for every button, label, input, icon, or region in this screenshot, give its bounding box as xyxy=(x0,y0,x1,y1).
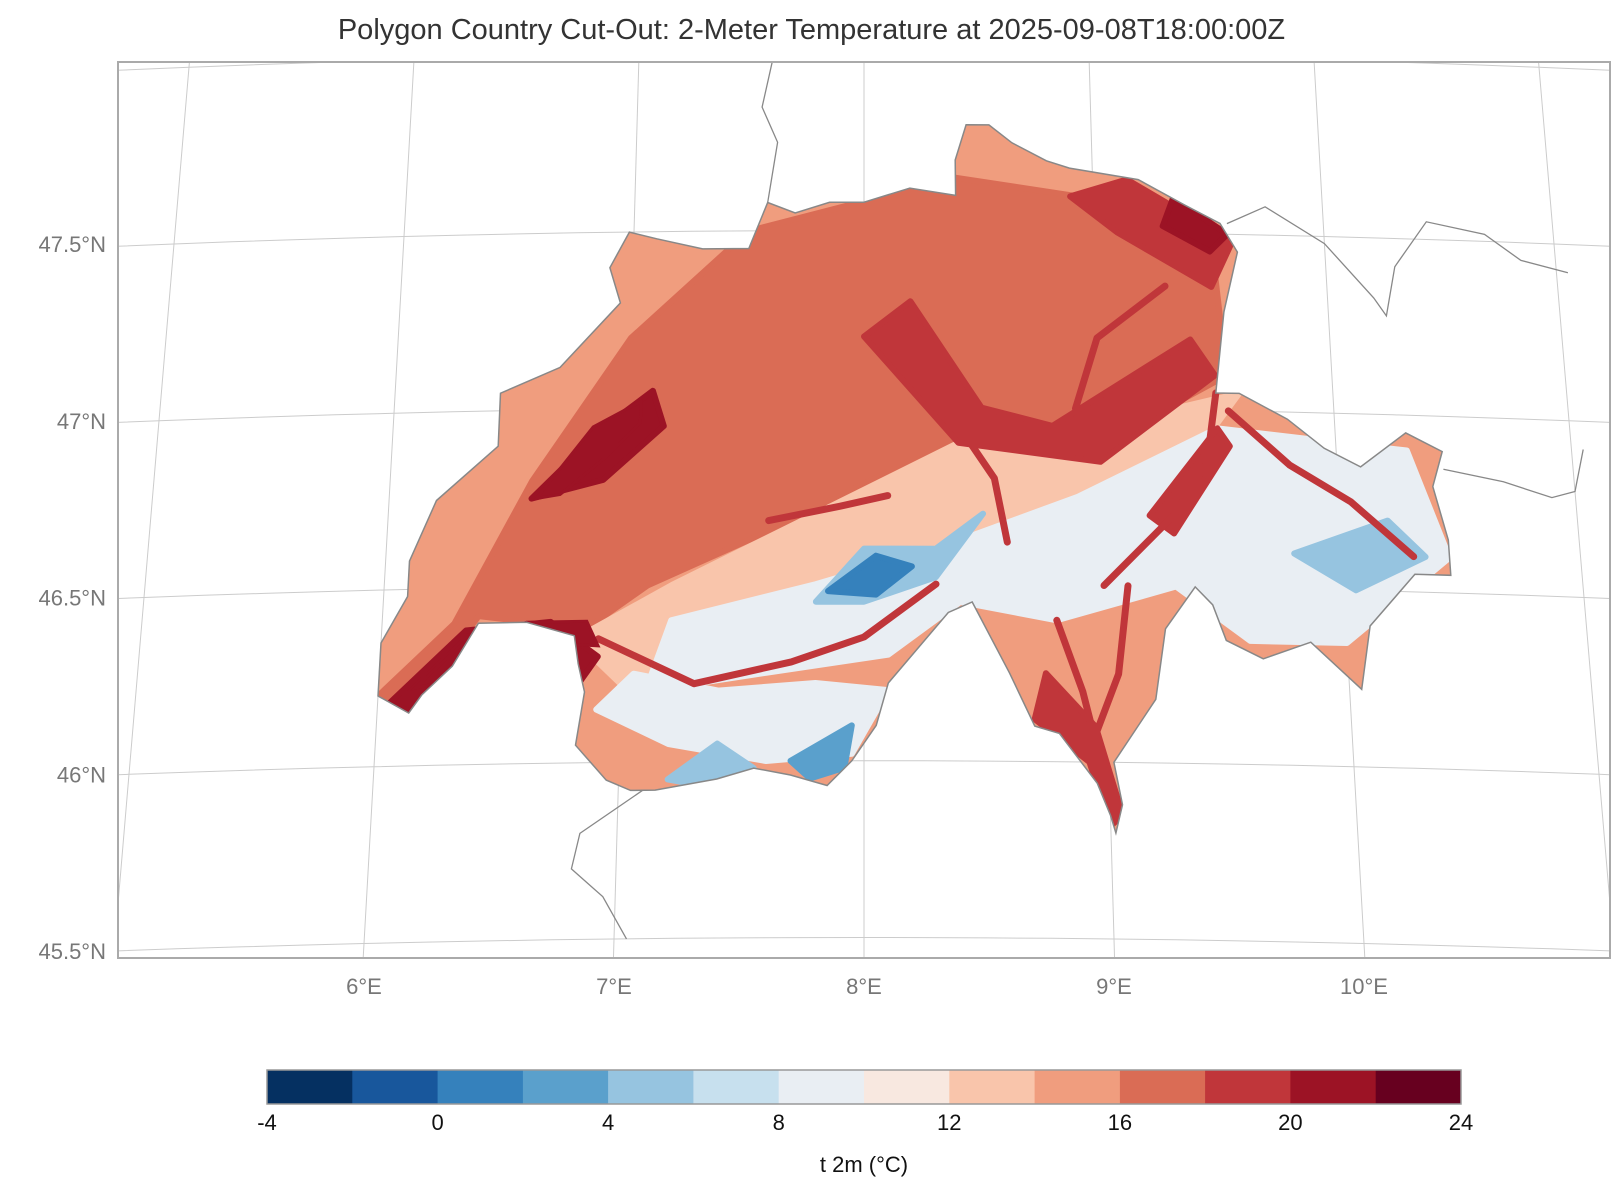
neighbor-border-line xyxy=(1226,206,1569,318)
longitude-gridline xyxy=(118,62,190,910)
longitude-tick-label: 7°E xyxy=(596,974,632,999)
latitude-tick-label: 47°N xyxy=(57,409,106,434)
colorbar-label: t 2m (°C) xyxy=(820,1152,908,1177)
colorbar-swatch xyxy=(778,1070,865,1104)
longitude-tick-label: 10°E xyxy=(1340,974,1388,999)
neighbor-borders xyxy=(570,62,1584,940)
warm-valley xyxy=(594,580,940,688)
colorbar-tick-label: 24 xyxy=(1449,1110,1473,1135)
latitude-tick-label: 46°N xyxy=(57,762,106,787)
neighbor-border-line xyxy=(570,789,644,940)
colorbar-swatch xyxy=(1119,1070,1206,1104)
temperature-zone xyxy=(825,552,915,598)
warm-valley xyxy=(1224,407,1418,561)
warm-valley xyxy=(1100,389,1220,589)
neighbor-border-line xyxy=(1443,449,1584,499)
colorbar: -4 0 4 8 12 16 20 24 xyxy=(257,1069,1473,1135)
longitude-gridline xyxy=(362,62,415,958)
warm-valley xyxy=(954,421,1011,546)
temperature-zone xyxy=(861,298,1218,465)
colorbar-tick-label: -4 xyxy=(257,1110,277,1135)
colorbar-frame xyxy=(266,1069,1462,1105)
lake-area xyxy=(532,398,643,501)
colorbar-tick-label: 12 xyxy=(937,1110,961,1135)
colorbar-swatch xyxy=(522,1070,609,1104)
latitude-tick-label: 46.5°N xyxy=(38,586,106,611)
colorbar-tick-label: 16 xyxy=(1108,1110,1132,1135)
latitude-tick-label: 45.5°N xyxy=(38,939,106,964)
colorbar-swatch xyxy=(352,1070,439,1104)
latitude-labels: 45.5°N 46°N 46.5°N 47°N 47.5°N xyxy=(38,232,106,964)
neighbor-border-line xyxy=(761,62,779,203)
warm-valley xyxy=(1072,282,1169,412)
latitude-tick-label: 47.5°N xyxy=(38,232,106,257)
country-outline xyxy=(377,124,1452,836)
warm-valley xyxy=(765,492,892,525)
colorbar-swatch xyxy=(608,1070,694,1104)
colorbar-swatch xyxy=(949,1070,1036,1104)
longitude-gridline xyxy=(1538,62,1610,910)
colorbar-tick-label: 20 xyxy=(1278,1110,1302,1135)
colorbar-swatch xyxy=(1034,1070,1121,1104)
colorbar-swatch xyxy=(1375,1070,1462,1104)
colorbar-tick-label: 4 xyxy=(602,1110,614,1135)
longitude-tick-label: 8°E xyxy=(846,974,882,999)
colorbar-swatch xyxy=(693,1070,780,1104)
map-title: Polygon Country Cut-Out: 2-Meter Tempera… xyxy=(337,14,1286,46)
warm-valley xyxy=(1092,582,1132,738)
longitude-tick-label: 9°E xyxy=(1096,974,1132,999)
colorbar-swatch xyxy=(1205,1070,1291,1104)
longitude-labels: 6°E 7°E 8°E 9°E 10°E xyxy=(346,974,1388,999)
colorbar-swatch xyxy=(267,1070,353,1104)
temperature-zone xyxy=(1159,194,1231,255)
colorbar-swatch xyxy=(864,1070,950,1104)
longitude-tick-label: 6°E xyxy=(346,974,382,999)
warm-valley xyxy=(1053,616,1100,748)
colorbar-tick-label: 8 xyxy=(773,1110,785,1135)
colorbar-swatch xyxy=(1290,1070,1377,1104)
colorbar-swatch xyxy=(437,1070,524,1104)
colorbar-tick-label: 0 xyxy=(431,1110,443,1135)
map-frame xyxy=(117,61,1611,959)
